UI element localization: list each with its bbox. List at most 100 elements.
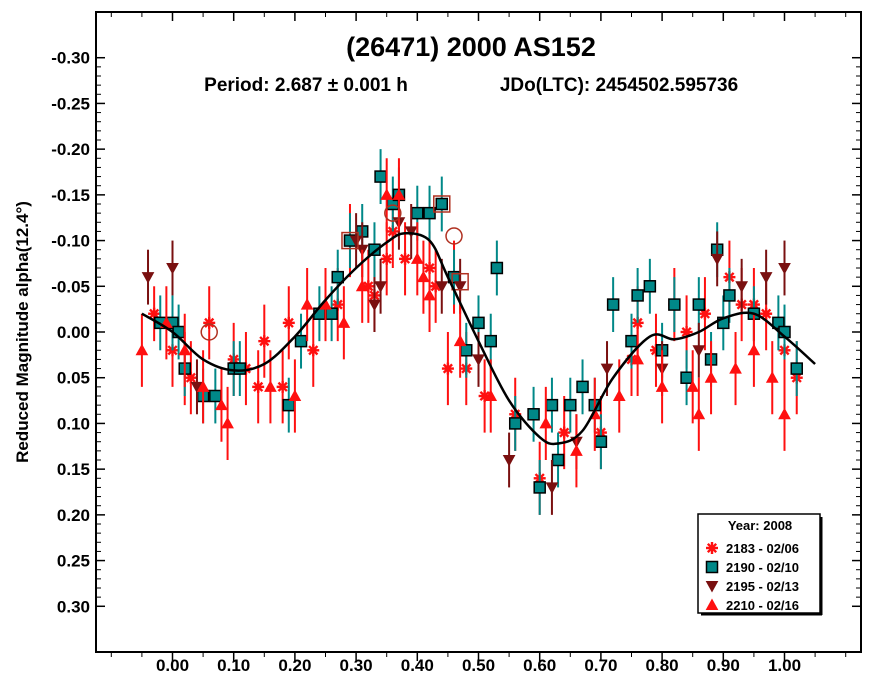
data-point [735, 281, 749, 293]
data-point [759, 272, 773, 284]
legend-label-1: 2183 - 02/06 [726, 541, 799, 556]
open-circle-point [445, 227, 463, 245]
data-point [576, 380, 589, 394]
data-point [355, 279, 369, 292]
data-point-stroke [204, 317, 215, 328]
y-tick-label: 0.05 [57, 369, 90, 388]
data-point-stroke [479, 390, 490, 402]
data-point-stroke [699, 308, 710, 319]
data-point [527, 408, 540, 421]
data-point-stroke [559, 427, 570, 438]
data-point [337, 316, 351, 328]
data-point [551, 453, 565, 467]
data-point [698, 307, 711, 320]
y-tick-label: -0.30 [51, 49, 90, 68]
data-point [533, 481, 546, 494]
open-square-point [451, 272, 469, 291]
x-tick-label: 0.70 [584, 656, 617, 675]
legend-marker-2 [705, 560, 719, 574]
data-point [631, 352, 644, 365]
x-tick-label: 1.00 [768, 656, 801, 675]
data-point [502, 455, 516, 467]
period-label: Period: 2.687 ± 0.001 h [204, 75, 408, 96]
fit-curve [141, 231, 816, 446]
data-point [655, 380, 669, 392]
data-point-stroke [308, 345, 319, 356]
data-point-stroke [442, 363, 453, 374]
data-point [435, 281, 449, 293]
data-point [276, 380, 289, 393]
data-point [760, 307, 773, 320]
y-tick-label: -0.20 [51, 140, 90, 159]
legend: Year: 2008 2183 - 02/06 2190 - 02/10 2195 … [697, 513, 823, 616]
y-axis-label: Reduced Magnitude alpha(12.4°) [13, 201, 32, 463]
x-tick-label: 0.50 [462, 656, 495, 675]
data-point [692, 407, 706, 420]
data-point [410, 252, 424, 264]
x-tick-label: 0.40 [401, 656, 434, 675]
data-point [252, 380, 265, 393]
data-point [331, 270, 344, 284]
data-point [178, 343, 192, 356]
data-point [472, 354, 485, 366]
x-tick-label: 0.30 [340, 656, 373, 675]
data-point-stroke [149, 308, 160, 319]
data-point-stroke [381, 253, 392, 264]
legend-marker-1-stroke [706, 542, 718, 554]
open-square-point [433, 195, 451, 213]
data-point [484, 334, 497, 348]
legend-entries: 2183 - 02/06 2190 - 02/10 2195 - 02/13 2210… [705, 541, 799, 613]
legend-marker-4 [705, 598, 719, 610]
data-point [141, 272, 155, 284]
y-tick-label: 0.10 [57, 414, 90, 433]
data-point [460, 344, 473, 357]
data-point [417, 270, 430, 283]
data-point [778, 263, 791, 275]
data-point [472, 316, 485, 330]
data-point [288, 389, 302, 401]
data-point [368, 243, 381, 256]
x-tick-label: 0.20 [278, 656, 311, 675]
y-tick-label: 0.15 [57, 460, 90, 479]
x-tick-label: 0.80 [646, 656, 679, 675]
data-point [374, 170, 387, 183]
y-tick-label: 0.20 [57, 506, 90, 525]
data-point [221, 416, 234, 429]
x-tick-label: 0.90 [707, 656, 740, 675]
data-point-stroke [259, 336, 270, 347]
x-tick-label: 0.00 [156, 656, 189, 675]
legend-label-2: 2190 - 02/10 [726, 560, 799, 575]
data-point [423, 288, 436, 301]
data-point-stroke [185, 372, 196, 383]
data-point [564, 398, 577, 412]
series-3 [141, 194, 791, 515]
data-point [368, 299, 381, 312]
data-point [264, 380, 277, 392]
data-point [300, 298, 314, 310]
data-point [729, 362, 742, 374]
x-tick-label: 0.10 [217, 656, 250, 675]
data-point-stroke [761, 308, 772, 319]
data-point [404, 226, 418, 238]
data-point [233, 362, 247, 375]
data-point [380, 188, 394, 200]
data-point [668, 298, 681, 311]
data-point [790, 362, 803, 375]
legend-title: Year: 2008 [728, 518, 792, 533]
data-point [423, 206, 436, 220]
data-point [453, 281, 467, 293]
data-point-stroke [253, 381, 264, 392]
data-point [612, 389, 626, 401]
axes: -0.30 -0.25 -0.20 -0.15 -0.10 -0.05 0.00 0.05 0.… [51, 12, 861, 675]
legend-marker-1 [706, 542, 718, 554]
data-point [606, 298, 620, 311]
data-point [374, 281, 387, 293]
data-point-stroke [400, 253, 411, 264]
y-tick-label: 0.30 [57, 597, 90, 616]
data-point [441, 362, 454, 375]
data-point [680, 371, 693, 384]
data-point [704, 371, 718, 383]
x-tick-label: 0.60 [523, 656, 556, 675]
data-point [765, 371, 779, 383]
data-point [594, 435, 608, 448]
